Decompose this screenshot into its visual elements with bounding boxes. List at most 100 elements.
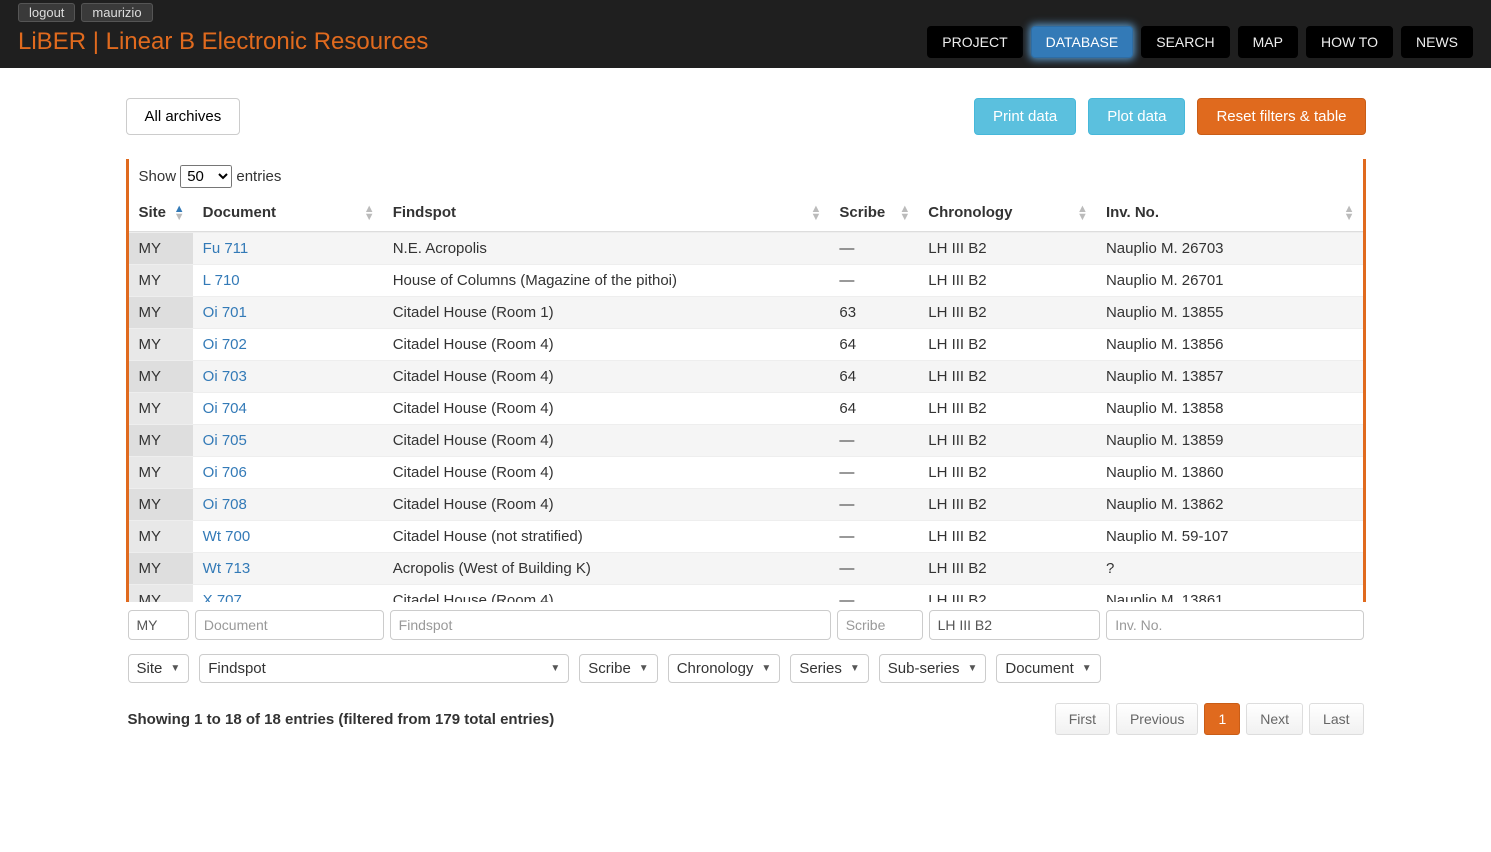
- document-link[interactable]: Oi 706: [203, 464, 247, 481]
- chevron-down-icon: ▼: [639, 663, 649, 674]
- table-row: MYOi 704Citadel House (Room 4)64LH III B…: [129, 393, 1363, 425]
- cell-chronology: LH III B2: [918, 457, 1096, 489]
- col-header-site[interactable]: Site▲▼: [129, 194, 193, 232]
- filter-findspot-input[interactable]: [390, 610, 831, 640]
- cell-site: MY: [129, 425, 193, 457]
- dropdown-label: Sub-series: [888, 660, 960, 677]
- cell-scribe: —: [829, 457, 918, 489]
- pager-previous[interactable]: Previous: [1116, 703, 1198, 735]
- table-row: MY Wt 700 Citadel House (not stratified)—L…: [129, 521, 1363, 553]
- pager-last[interactable]: Last: [1309, 703, 1363, 735]
- cell-findspot: Citadel House (Room 4): [383, 585, 830, 603]
- dropdown-series[interactable]: Series▼: [790, 654, 868, 683]
- document-link[interactable]: L 710: [203, 272, 240, 289]
- document-link[interactable]: Oi 705: [203, 432, 247, 449]
- cell-invno: Nauplio M. 13857: [1096, 361, 1363, 393]
- cell-site: MY: [129, 521, 193, 553]
- cell-findspot: N.E. Acropolis: [383, 233, 830, 265]
- dropdown-label: Series: [799, 660, 842, 677]
- sort-icon: ▲▼: [1077, 205, 1088, 221]
- col-header-chron[interactable]: Chronology▲▼: [918, 194, 1096, 232]
- table-footer: Showing 1 to 18 of 18 entries (filtered …: [126, 687, 1366, 735]
- entries-info: Showing 1 to 18 of 18 entries (filtered …: [128, 711, 555, 728]
- cell-scribe: —: [829, 489, 918, 521]
- filter-scribe-input[interactable]: [837, 610, 923, 640]
- topbar: logout maurizio LiBER | Linear B Electro…: [0, 0, 1491, 68]
- dropdown-document[interactable]: Document▼: [996, 654, 1100, 683]
- pager: First Previous 1 Next Last: [1055, 703, 1364, 735]
- cell-findspot: Acropolis (West of Building K): [383, 553, 830, 585]
- document-link[interactable]: Oi 708: [203, 496, 247, 513]
- cell-scribe: —: [829, 585, 918, 603]
- document-link[interactable]: Oi 704: [203, 400, 247, 417]
- length-suffix: entries: [236, 168, 281, 185]
- nav-search[interactable]: SEARCH: [1141, 26, 1229, 58]
- dropdown-findspot[interactable]: Findspot▼: [199, 654, 569, 683]
- cell-site: MY: [129, 393, 193, 425]
- dropdown-chronology[interactable]: Chronology▼: [668, 654, 781, 683]
- document-link[interactable]: Wt 700: [203, 528, 251, 545]
- pager-first[interactable]: First: [1055, 703, 1110, 735]
- filter-document-input[interactable]: [195, 610, 384, 640]
- nav-database[interactable]: DATABASE: [1031, 26, 1134, 58]
- col-header-inv[interactable]: Inv. No.▲▼: [1096, 194, 1363, 232]
- document-link[interactable]: X 707: [203, 592, 242, 602]
- length-select[interactable]: 102550100: [180, 165, 232, 188]
- cell-document: Wt 713: [193, 553, 383, 585]
- dropdown-label: Chronology: [677, 660, 754, 677]
- col-header-scribe[interactable]: Scribe▲▼: [829, 194, 918, 232]
- filter-chronology-input[interactable]: [929, 610, 1101, 640]
- cell-site: MY: [129, 361, 193, 393]
- page-body: All archives Print data Plot data Reset …: [106, 68, 1386, 775]
- print-data-button[interactable]: Print data: [974, 98, 1076, 135]
- all-archives-button[interactable]: All archives: [126, 98, 241, 135]
- cell-chronology: LH III B2: [918, 521, 1096, 553]
- cell-scribe: —: [829, 265, 918, 297]
- cell-site: MY: [129, 329, 193, 361]
- col-header-doc[interactable]: Document▲▼: [193, 194, 383, 232]
- document-link[interactable]: Oi 703: [203, 368, 247, 385]
- main-nav: PROJECT DATABASESEARCH MAPHOW TONEWS: [927, 26, 1473, 58]
- cell-chronology: LH III B2: [918, 329, 1096, 361]
- table-scroll-viewport[interactable]: MYFu 711N.E. Acropolis—LH III B2Nauplio …: [129, 232, 1363, 602]
- cell-site: MY: [129, 233, 193, 265]
- plot-data-button[interactable]: Plot data: [1088, 98, 1185, 135]
- filter-invno-input[interactable]: [1106, 610, 1363, 640]
- cell-site: MY: [129, 297, 193, 329]
- document-link[interactable]: Oi 701: [203, 304, 247, 321]
- nav-map[interactable]: MAP: [1238, 26, 1298, 58]
- reset-filters-button[interactable]: Reset filters & table: [1197, 98, 1365, 135]
- dropdown-scribe[interactable]: Scribe▼: [579, 654, 657, 683]
- logout-button[interactable]: logout: [18, 3, 75, 22]
- table-row: MYOi 703Citadel House (Room 4)64LH III B…: [129, 361, 1363, 393]
- dropdown-label: Document: [1005, 660, 1073, 677]
- user-button[interactable]: maurizio: [81, 3, 152, 22]
- table-row: MYFu 711N.E. Acropolis—LH III B2Nauplio …: [129, 233, 1363, 265]
- cell-site: MY: [129, 457, 193, 489]
- dropdown-site[interactable]: Site▼: [128, 654, 190, 683]
- filter-site-input[interactable]: [128, 610, 189, 640]
- table-row: MYOi 705Citadel House (Room 4)—LH III B2…: [129, 425, 1363, 457]
- document-link[interactable]: Wt 713: [203, 560, 251, 577]
- nav-how-to[interactable]: HOW TO: [1306, 26, 1393, 58]
- dropdown-sub-series[interactable]: Sub-series ▼: [879, 654, 987, 683]
- table-row: MYWt 713Acropolis (West of Building K)—L…: [129, 553, 1363, 585]
- cell-findspot: House of Columns (Magazine of the pithoi…: [383, 265, 830, 297]
- table-row: MYOi 701Citadel House (Room 1)63LH III B…: [129, 297, 1363, 329]
- document-link[interactable]: Oi 702: [203, 336, 247, 353]
- pager-next[interactable]: Next: [1246, 703, 1303, 735]
- pager-page-1[interactable]: 1: [1204, 703, 1240, 735]
- cell-findspot: Citadel House (not stratified): [383, 521, 830, 553]
- nav-project[interactable]: PROJECT: [927, 26, 1022, 58]
- chevron-down-icon: ▼: [967, 663, 977, 674]
- col-header-find[interactable]: Findspot▲▼: [383, 194, 830, 232]
- nav-news[interactable]: NEWS: [1401, 26, 1473, 58]
- cell-invno: Nauplio M. 13862: [1096, 489, 1363, 521]
- length-control: Show 102550100 entries: [129, 159, 1363, 194]
- cell-site: MY: [129, 265, 193, 297]
- dropdown-label: Findspot: [208, 660, 266, 677]
- cell-document: Oi 706: [193, 457, 383, 489]
- cell-scribe: —: [829, 521, 918, 553]
- data-table-body: MYFu 711N.E. Acropolis—LH III B2Nauplio …: [129, 232, 1363, 602]
- document-link[interactable]: Fu 711: [203, 240, 249, 257]
